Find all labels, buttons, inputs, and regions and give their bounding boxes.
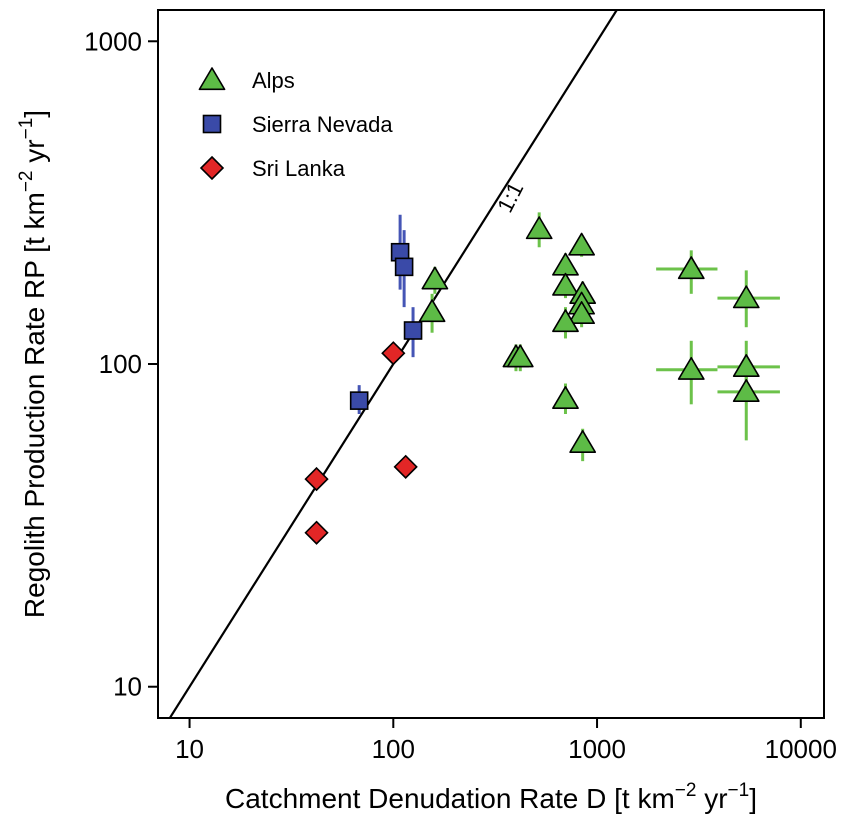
x-tick-label: 1000 — [568, 734, 626, 764]
legend-label: Sierra Nevada — [252, 112, 393, 137]
data-point-triangle — [732, 285, 760, 309]
one-to-one-annotation: 1:1 — [492, 178, 528, 217]
data-point-square — [349, 391, 369, 410]
y-axis-title: Regolith Production Rate RP [t km−2 yr−1… — [16, 110, 50, 618]
data-point-square — [403, 321, 423, 340]
data-point-triangle — [552, 252, 579, 276]
data-point-triangle — [552, 272, 579, 296]
data-point-diamond — [381, 341, 406, 366]
data-point-triangle — [418, 299, 446, 323]
legend-marker-square — [202, 114, 222, 134]
data-point-triangle — [677, 356, 705, 380]
data-point-triangle — [525, 216, 553, 240]
x-tick-label: 10000 — [765, 734, 837, 764]
data-point-diamond — [304, 520, 329, 545]
y-tick-label: 1000 — [84, 26, 142, 56]
legend-label: Sri Lanka — [252, 156, 346, 181]
data-point-triangle — [677, 256, 705, 280]
legend-label: Alps — [252, 68, 295, 93]
data-point-triangle — [732, 354, 760, 377]
x-tick-label: 10 — [175, 734, 204, 764]
data-point-triangle — [568, 232, 596, 256]
data-point-triangle — [568, 301, 596, 325]
y-axis: 10 100 1000 — [84, 26, 158, 702]
legend-marker-triangle — [198, 67, 226, 91]
data-point-diamond — [304, 466, 329, 492]
y-tick-label: 100 — [99, 349, 142, 379]
legend-marker-diamond — [199, 155, 225, 181]
one-to-one-line — [168, 10, 619, 718]
data-point-triangle — [552, 386, 579, 409]
y-tick-label: 10 — [113, 672, 142, 702]
data-point-diamond — [393, 454, 418, 480]
x-axis-title: Catchment Denudation Rate D [t km−2 yr−1… — [225, 780, 757, 814]
x-axis: 10 100 1000 10000 — [175, 718, 837, 764]
data-point-triangle — [421, 266, 449, 290]
data-point-triangle — [569, 429, 597, 453]
data-point-triangle — [552, 309, 579, 333]
data-point-triangle — [506, 344, 534, 368]
legend: Alps Sierra Nevada Sri Lanka — [198, 67, 393, 181]
data-point-triangle — [732, 379, 760, 402]
x-tick-label: 100 — [372, 734, 415, 764]
data-point-square — [394, 257, 414, 277]
